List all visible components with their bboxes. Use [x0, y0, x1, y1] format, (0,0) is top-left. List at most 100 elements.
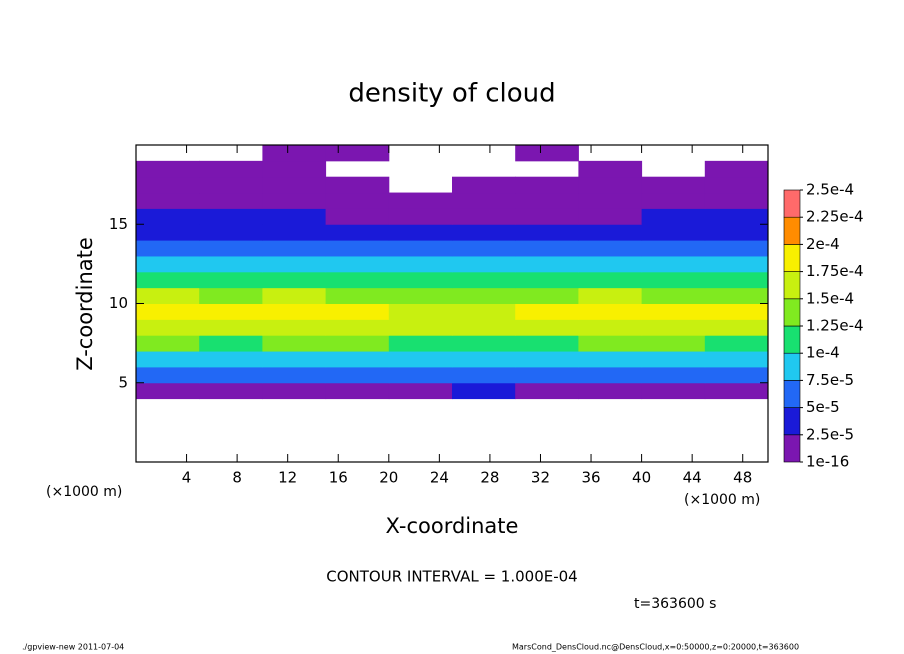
heat-cell: [704, 160, 769, 178]
heat-cell: [515, 319, 579, 336]
heat-cell: [515, 351, 579, 368]
heat-cell: [262, 351, 327, 368]
heat-cell: [388, 271, 453, 289]
x-tick-label: 4: [182, 469, 192, 487]
heat-cell: [641, 366, 706, 384]
heat-cell: [199, 382, 263, 400]
heat-cell: [136, 176, 200, 194]
y-tick-label: 5: [118, 373, 128, 391]
x-tick-label: 12: [278, 469, 297, 487]
heat-cell: [262, 319, 327, 336]
x-axis-label: X-coordinate: [386, 514, 519, 538]
heat-cell: [515, 303, 579, 320]
heat-cell: [262, 208, 327, 225]
x-tick-label: 28: [480, 469, 499, 487]
colorbar-label: 1.75e-4: [806, 262, 864, 280]
heat-cell: [325, 303, 390, 320]
heat-cell: [578, 176, 643, 194]
heat-cell: [325, 145, 390, 162]
heat-cell: [452, 240, 516, 257]
heat-cell: [136, 335, 200, 352]
heat-cell: [199, 366, 263, 384]
heat-cell: [578, 271, 643, 289]
heat-cell: [325, 319, 390, 336]
heat-cell: [388, 335, 453, 352]
heat-cell: [262, 287, 327, 304]
y-tick-label: 15: [109, 215, 128, 233]
x-tick-label: 48: [733, 469, 752, 487]
heat-cell: [515, 382, 579, 400]
heat-cell: [199, 287, 263, 304]
heat-cell: [641, 240, 706, 257]
heat-cell: [388, 366, 453, 384]
heat-cell: [452, 303, 516, 320]
heat-cell: [199, 176, 263, 194]
heat-cell: [641, 303, 706, 320]
heat-cell: [452, 366, 516, 384]
colorbar-band: [783, 298, 801, 327]
colorbar-band: [783, 325, 801, 354]
heat-cell: [388, 224, 453, 241]
colorbar-band: [783, 407, 801, 436]
x-tick-label: 8: [232, 469, 242, 487]
colorbar-label: 5e-5: [806, 398, 840, 416]
heat-cell: [136, 208, 200, 225]
x-tick-label: 40: [632, 469, 651, 487]
heat-cell: [199, 271, 263, 289]
heat-cell: [704, 208, 769, 225]
colorbar-band: [783, 244, 801, 272]
x-tick-label: 44: [683, 469, 702, 487]
heat-cell: [515, 271, 579, 289]
colorbar-label: 2.25e-4: [806, 208, 864, 226]
colorbar-band: [783, 434, 801, 463]
heat-cell: [515, 240, 579, 257]
heat-cell: [515, 208, 579, 225]
heat-cell: [199, 335, 263, 352]
chart-title: density of cloud: [348, 79, 555, 109]
heat-cell: [325, 176, 390, 194]
heat-cell: [578, 160, 643, 178]
heat-cell: [199, 303, 263, 320]
heat-cell: [325, 240, 390, 257]
heat-cell: [262, 366, 327, 384]
heat-cell: [452, 176, 516, 194]
heat-cell: [325, 224, 390, 241]
heat-cell: [704, 351, 769, 368]
heat-cell: [388, 287, 453, 304]
heat-cell: [262, 224, 327, 241]
colorbar-label: 1.5e-4: [806, 289, 854, 307]
heat-cell: [136, 382, 200, 400]
heat-cell: [136, 240, 200, 257]
heat-cell: [641, 382, 706, 400]
heat-cell: [262, 160, 327, 178]
heat-cell: [578, 335, 643, 352]
y-tick-label: 10: [109, 294, 128, 312]
heat-cell: [578, 319, 643, 336]
heat-cell: [199, 319, 263, 336]
heat-cell: [452, 192, 516, 209]
heat-cell: [704, 287, 769, 304]
heat-cell: [325, 255, 390, 273]
heat-cell: [704, 319, 769, 336]
heat-cell: [515, 335, 579, 352]
heat-cell: [641, 176, 706, 194]
colorbar-band: [783, 271, 801, 300]
heat-cell: [578, 351, 643, 368]
heat-cell: [262, 303, 327, 320]
x-tick-label: 16: [329, 469, 348, 487]
footer: ./gpview-new 2011-07-04: [22, 643, 124, 652]
heat-cell: [578, 366, 643, 384]
heat-cell: [704, 240, 769, 257]
x-tick-label: 20: [379, 469, 398, 487]
heat-cell: [578, 208, 643, 225]
heat-cell: [388, 192, 453, 209]
colorbar-label: 2e-4: [806, 235, 840, 253]
heat-cell: [641, 319, 706, 336]
heat-cell: [452, 319, 516, 336]
heat-cell: [262, 255, 327, 273]
heat-cell: [641, 287, 706, 304]
heat-cell: [136, 271, 200, 289]
heat-cell: [452, 224, 516, 241]
heat-cell: [578, 287, 643, 304]
heat-cell: [136, 160, 200, 178]
